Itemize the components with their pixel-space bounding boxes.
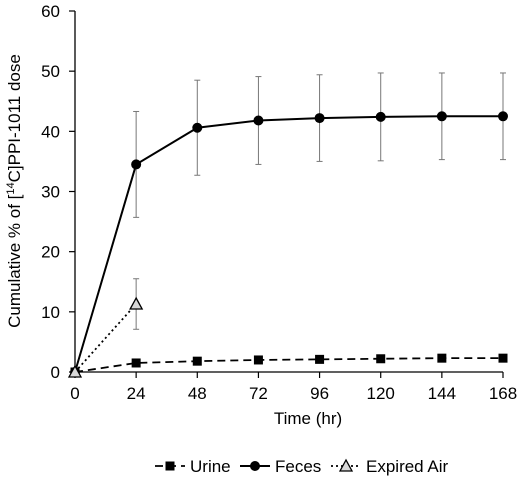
data-point-urine (192, 356, 202, 366)
series-line-feces (74, 115, 503, 373)
x-tick-label: 0 (70, 384, 79, 403)
error-bars (133, 72, 506, 330)
series-markers (67, 111, 508, 378)
data-point-feces (131, 159, 142, 170)
data-point-urine (253, 355, 263, 365)
y-ticks: 0 10 20 30 40 50 60 (41, 2, 75, 382)
plot-area: 0 24 48 72 96 120 144 168 0 10 20 30 40 50 60 (41, 2, 517, 403)
series-line-expired-air (74, 303, 137, 373)
legend-item-feces: Feces (240, 457, 321, 476)
x-tick-label: 96 (310, 384, 329, 403)
x-tick-label: 72 (249, 384, 268, 403)
y-tick-label: 40 (41, 122, 60, 141)
x-tick-label: 48 (188, 384, 207, 403)
x-axis-title: Time (hr) (274, 409, 342, 428)
data-point-urine (498, 353, 508, 363)
y-tick-label: 0 (51, 363, 60, 382)
x-ticks: 0 24 48 72 96 120 144 168 (70, 372, 517, 403)
data-point-urine (131, 358, 141, 368)
legend-marker (165, 461, 175, 471)
y-axis-title-superscript: 14 (5, 182, 17, 194)
y-tick-label: 50 (41, 62, 60, 81)
legend-item-expired-air: Expired Air (331, 457, 449, 476)
data-point-urine (376, 354, 386, 364)
data-point-expired-air (67, 364, 83, 378)
data-point-feces (253, 115, 264, 126)
legend: Urine Feces Expired Air (155, 457, 449, 476)
y-tick-label: 20 (41, 243, 60, 262)
data-point-urine (315, 354, 325, 364)
data-point-feces (436, 111, 447, 122)
legend-label: Feces (275, 457, 321, 476)
legend-label: Urine (190, 457, 231, 476)
x-tick-label: 144 (428, 384, 456, 403)
data-point-urine (437, 353, 447, 363)
data-point-feces (192, 122, 203, 133)
y-axis-title: Cumulative % of [14C]PPI-1011 dose (5, 54, 24, 328)
y-axis-title-part-1: Cumulative % of [ (5, 194, 24, 327)
legend-label: Expired Air (366, 457, 449, 476)
legend-marker (250, 461, 260, 471)
x-tick-label: 24 (127, 384, 146, 403)
y-axis-title-part-2: C]PPI-1011 dose (5, 54, 24, 182)
data-point-feces (314, 113, 325, 124)
data-point-feces (375, 111, 386, 122)
series-line-urine (74, 357, 503, 373)
y-tick-label: 30 (41, 183, 60, 202)
y-tick-label: 60 (41, 2, 60, 21)
legend-marker (338, 458, 354, 472)
data-point-expired-air (129, 296, 144, 310)
x-tick-label: 120 (367, 384, 395, 403)
x-tick-label: 168 (489, 384, 517, 403)
series-lines (74, 115, 503, 373)
y-tick-label: 10 (41, 303, 60, 322)
data-point-feces (498, 111, 508, 122)
legend-item-urine: Urine (155, 457, 231, 476)
